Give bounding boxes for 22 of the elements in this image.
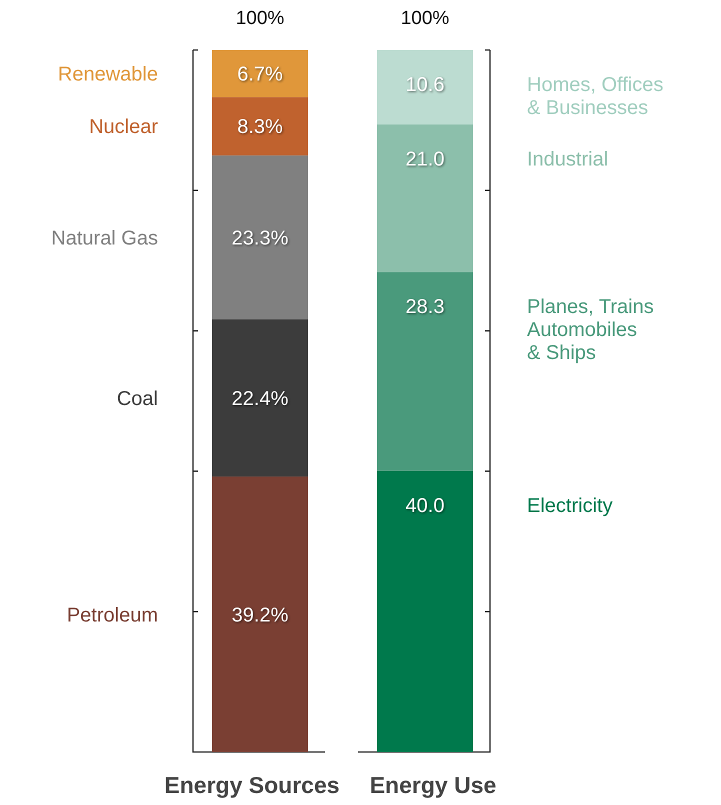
data-label: 23.3% (232, 227, 289, 250)
data-label: 6.7% (237, 64, 284, 86)
data-label: 22.4% (232, 388, 289, 410)
data-label: 39.2% (232, 604, 289, 626)
text: Electricity (527, 494, 613, 517)
text: Planes, Trains Automobiles & Ships (527, 296, 654, 364)
text: Coal (116, 388, 158, 410)
data-label: 8.3% (237, 116, 284, 138)
text: Natural Gas (51, 227, 158, 250)
total-label: 100% (236, 8, 284, 29)
data-label: 10.6 (406, 74, 444, 96)
x-tick-label: Energy Sources (164, 772, 340, 798)
data-label: 40.0 (406, 494, 444, 517)
text: Petroleum (66, 604, 158, 626)
text: Renewable (58, 64, 158, 86)
text: Homes, Offices & Businesses (527, 74, 664, 119)
text: Industrial (527, 148, 608, 170)
text: Nuclear (89, 116, 158, 138)
total-label: 100% (400, 8, 450, 29)
x-tick-label: Energy Use (370, 772, 496, 798)
data-label: 28.3 (406, 296, 444, 318)
data-label: 21.0 (406, 148, 444, 170)
